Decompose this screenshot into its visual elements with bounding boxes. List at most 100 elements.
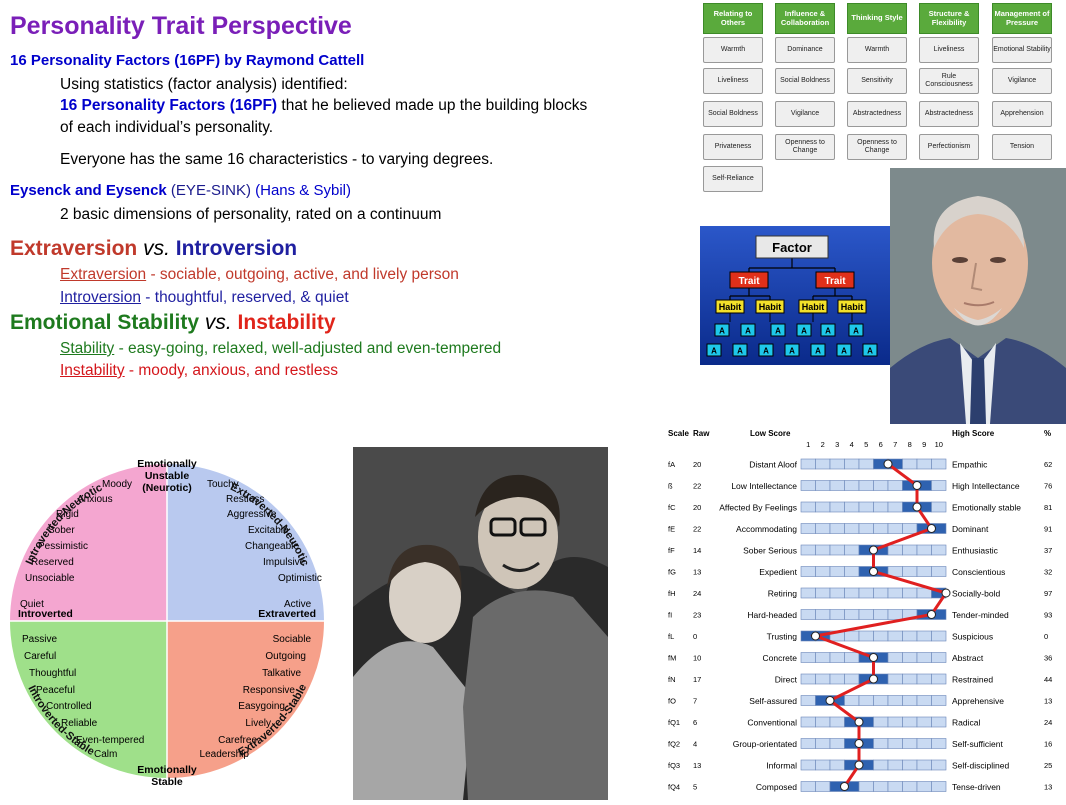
- sten-cell: [902, 781, 918, 792]
- eysenck-personality-circle: Emotionally Unstable (Neurotic) Emotionally…: [4, 437, 330, 800]
- sten-tick-label: 7: [893, 440, 897, 449]
- profile-scale-code: fN: [668, 675, 676, 684]
- trait-word: Even-tempered: [76, 735, 144, 746]
- a-label: A: [853, 327, 859, 336]
- trait-word: Responsive: [243, 685, 296, 696]
- sten-cell: [902, 587, 918, 599]
- sten-cell: [829, 480, 845, 491]
- sten-cell: [873, 587, 889, 599]
- sten-cell: [902, 759, 918, 771]
- trait-word: Restless: [226, 494, 264, 505]
- profile-chart-svg: Scale Raw Low Score High Score %1 2 3 4 5 6 7 8 9 10f…: [668, 429, 1052, 792]
- pf-grid-header-2: Thinking Style: [847, 3, 907, 34]
- sten-cell: [931, 566, 947, 577]
- a-label: A: [841, 347, 847, 356]
- sten-cell: [800, 501, 816, 513]
- sten-cell: [800, 759, 816, 771]
- profile-high-label: Emotionally stable: [952, 503, 1021, 513]
- pf-grid-cell: Social Boldness: [775, 68, 835, 94]
- profile-high-label: Dominant: [952, 524, 989, 534]
- sten-cell: [916, 652, 932, 663]
- circle-top-label: Emotionally: [137, 458, 197, 470]
- profile-high-label: Self-disciplined: [952, 761, 1009, 771]
- profile-point: [854, 739, 864, 748]
- sten-cell: [902, 695, 918, 706]
- sten-cell: [916, 673, 932, 685]
- pf-grid-cell: Rule Consciousness: [919, 68, 979, 94]
- sten-cell: [887, 630, 903, 642]
- a-box: [740, 323, 756, 337]
- sten-cell: [887, 523, 903, 534]
- eysenck-circle-svg: EmotionallyUnstable(Neurotic)Emotionally…: [8, 458, 326, 788]
- circle-top-label: (Neurotic): [142, 482, 192, 494]
- trait-word: Pessimistic: [38, 541, 88, 552]
- profile-raw-score: 13: [693, 761, 701, 770]
- sten-cell: [916, 458, 932, 470]
- profile-percentile: 37: [1044, 546, 1052, 555]
- profile-raw-score: 4: [693, 740, 697, 749]
- sten-cell: [916, 544, 932, 556]
- stability-heading-vs: vs.: [199, 311, 238, 334]
- sten-cell: [916, 695, 932, 706]
- pf-grid-cell: Privateness: [703, 134, 763, 160]
- profile-low-label: Direct: [775, 675, 798, 685]
- sten-cell: [873, 781, 889, 792]
- sten-cell: [829, 523, 845, 534]
- eysenck-heading: Eysenck and Eysenck (EYE-SINK) (Hans & S…: [10, 182, 351, 199]
- pf-grid-cell: Dominance: [775, 37, 835, 63]
- pf-grid-cell: Emotional Stability: [992, 37, 1052, 63]
- page-title: Personality Trait Perspective: [10, 12, 352, 40]
- eysenck-line-1: 2 basic dimensions of personality, rated…: [60, 206, 442, 223]
- sten-cell: [931, 695, 947, 706]
- profile-scale-code: fQ1: [668, 718, 680, 727]
- profile-percentile: 13: [1044, 783, 1052, 792]
- sten-cell: [902, 673, 918, 685]
- sten-tick-label: 1: [806, 440, 810, 449]
- profile-raw-score: 24: [693, 589, 701, 598]
- profile-raw-score: 20: [693, 460, 701, 469]
- sten-cell: [815, 480, 831, 491]
- profile-scale-code: fI: [668, 611, 672, 620]
- eysenck-name: Eysenck and Eysenck: [10, 182, 167, 199]
- sten-cell: [916, 759, 932, 771]
- sten-cell: [887, 738, 903, 749]
- sten-tick-label: 10: [935, 440, 943, 449]
- sten-cell: [800, 544, 816, 556]
- sten-cell: [829, 587, 845, 599]
- profile-percentile: 13: [1044, 697, 1052, 706]
- profile-raw-score: 0: [693, 632, 697, 641]
- extraversion-heading-b: Introversion: [175, 237, 298, 260]
- sten-cell: [829, 544, 845, 556]
- sten-cell: [844, 544, 860, 556]
- profile-high-label: Abstract: [952, 653, 984, 663]
- trait-label-right: Trait: [824, 276, 846, 287]
- sten-cell: [829, 458, 845, 470]
- a-box: [796, 323, 812, 337]
- sten-cell: [800, 458, 816, 470]
- profile-line: [809, 462, 949, 788]
- profile-low-label: Distant Aloof: [749, 460, 797, 470]
- a-label: A: [825, 327, 831, 336]
- trait-word: Active: [284, 599, 312, 610]
- profile-low-label: Group-orientated: [733, 739, 798, 749]
- trait-word: Careful: [24, 651, 56, 662]
- stability-heading: Emotional Stability vs. Instability: [10, 311, 336, 335]
- profile-raw-score: 14: [693, 546, 701, 555]
- trait-word: Carefree: [218, 735, 257, 746]
- sten-cell: [931, 544, 947, 556]
- sten-cell: [815, 609, 831, 620]
- sten-cell: [887, 759, 903, 771]
- profile-low-label: Informal: [766, 761, 797, 771]
- sten-cell: [931, 652, 947, 663]
- profile-raw-score: 5: [693, 783, 697, 792]
- sten-tick-label: 2: [821, 440, 825, 449]
- profile-percentile: 36: [1044, 654, 1052, 663]
- sten-cell: [887, 716, 903, 728]
- hans-jacket: [463, 590, 608, 800]
- profile-header-scale: Scale: [668, 429, 689, 438]
- sten-tick-label: 5: [864, 440, 868, 449]
- trait-word: Easygoing: [238, 701, 285, 712]
- circle-bottom-label: Stable: [151, 776, 183, 788]
- profile-percentile: 93: [1044, 611, 1052, 620]
- profile-high-label: Suspicious: [952, 632, 993, 642]
